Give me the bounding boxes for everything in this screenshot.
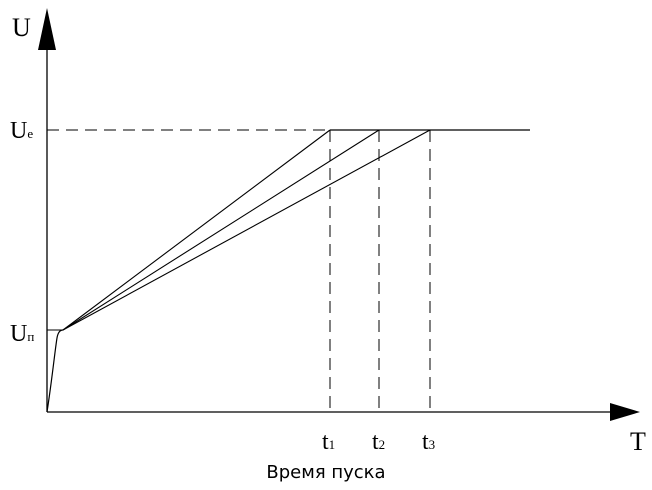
ue-level-label: Ue — [10, 118, 33, 144]
ramp-line-t2 — [62, 129, 380, 331]
x-axis-arrow — [610, 403, 640, 421]
t2-label: t2 — [372, 429, 385, 455]
y-axis-label: U — [12, 13, 31, 42]
t1-label: t1 — [322, 429, 335, 455]
diagram-caption: Время пуска — [266, 462, 386, 483]
x-axis-label: T — [630, 427, 646, 456]
ramp-line-t1 — [62, 129, 331, 331]
un-level-label: Uп — [10, 321, 34, 347]
t3-label: t3 — [422, 429, 435, 455]
y-axis-arrow — [38, 8, 56, 50]
ramp-line-t3 — [62, 129, 431, 331]
initial-rise-curve — [46, 329, 64, 413]
